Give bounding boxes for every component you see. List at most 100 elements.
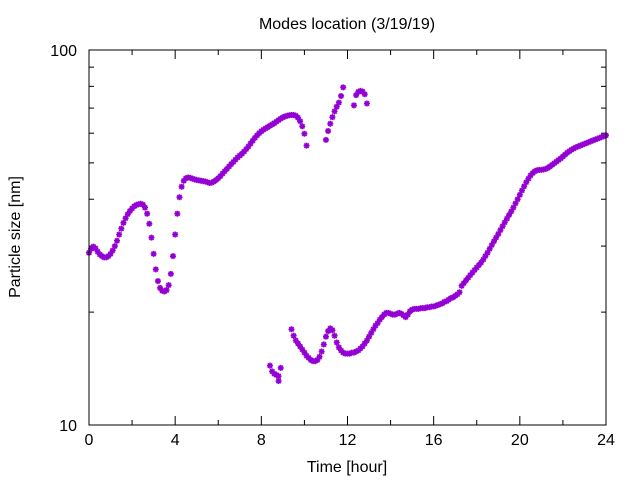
data-point <box>590 137 597 144</box>
data-point <box>394 310 401 317</box>
data-point <box>148 234 155 241</box>
data-point <box>521 183 528 190</box>
data-point <box>146 220 153 227</box>
data-point <box>144 210 151 217</box>
data-point <box>361 91 368 98</box>
data-point <box>275 373 282 380</box>
data-point <box>335 344 342 351</box>
plot-frame <box>88 49 607 426</box>
data-point <box>170 253 177 260</box>
data-point <box>462 277 469 284</box>
x-tick-label: 0 <box>85 432 94 449</box>
data-point <box>488 241 495 248</box>
data-point <box>294 340 301 347</box>
data-point <box>137 200 144 207</box>
data-point <box>475 262 482 269</box>
data-point <box>376 316 383 323</box>
data-point <box>126 208 133 215</box>
data-point <box>322 333 329 340</box>
data-point <box>368 329 375 336</box>
data-point <box>482 253 489 260</box>
data-point <box>243 146 250 153</box>
data-point <box>469 269 476 276</box>
data-point <box>361 340 368 347</box>
data-point <box>288 326 295 333</box>
data-point <box>512 200 519 207</box>
x-tick-label: 4 <box>171 432 180 449</box>
data-point <box>122 215 129 222</box>
data-point <box>525 175 532 182</box>
data-point <box>579 141 586 148</box>
data-point <box>350 102 357 109</box>
data-point <box>592 136 599 143</box>
data-point <box>329 327 336 334</box>
data-point <box>460 280 467 287</box>
data-point <box>318 348 325 355</box>
data-point <box>221 168 228 175</box>
axes: 0 4 8 12 16 20 24 10 100 <box>50 43 615 449</box>
y-axis-label: Particle size [nm] <box>7 176 24 298</box>
data-point <box>577 142 584 149</box>
data-point <box>230 158 237 165</box>
y-tick-label: 10 <box>59 418 77 435</box>
data-point <box>542 165 549 172</box>
data-point <box>111 243 118 250</box>
data-point <box>266 362 273 369</box>
data-point <box>226 163 233 170</box>
data-point <box>333 339 340 346</box>
data-point <box>297 118 304 125</box>
data-point <box>387 310 394 317</box>
data-point <box>133 202 140 209</box>
data-point <box>331 332 338 339</box>
data-point <box>465 274 472 281</box>
data-point <box>269 368 276 375</box>
data-point <box>471 267 478 274</box>
data-point <box>301 130 308 137</box>
data-point <box>116 231 123 238</box>
data-point <box>340 84 347 91</box>
data-point <box>338 92 345 99</box>
data-point <box>142 204 149 211</box>
data-point <box>331 108 338 115</box>
data-point <box>314 357 321 364</box>
data-point <box>583 139 590 146</box>
data-point <box>409 306 416 313</box>
data-point <box>587 138 594 145</box>
data-point <box>370 326 377 333</box>
data-point <box>480 256 487 263</box>
data-point <box>120 219 127 226</box>
data-point <box>359 343 366 350</box>
data-point <box>501 219 508 226</box>
data-point <box>152 266 159 273</box>
data-point <box>385 309 392 316</box>
x-axis-label: Time [hour] <box>307 459 387 476</box>
data-point <box>320 341 327 348</box>
data-point <box>523 179 530 186</box>
data-point <box>299 123 306 130</box>
data-point <box>107 250 114 257</box>
data-point <box>176 194 183 201</box>
data-point <box>335 99 342 106</box>
data-point <box>303 142 310 149</box>
data-point <box>516 191 523 198</box>
data-point <box>585 139 592 146</box>
data-point <box>353 92 360 99</box>
data-point <box>150 250 157 257</box>
data-point <box>467 272 474 279</box>
data-point <box>114 237 121 244</box>
data-point <box>473 264 480 271</box>
data-point <box>178 183 185 190</box>
data-point <box>247 140 254 147</box>
data-point <box>299 346 306 353</box>
chart-title: Modes location (3/19/19) <box>259 16 435 33</box>
data-point <box>572 144 579 151</box>
data-point <box>581 140 588 147</box>
x-tick-label: 12 <box>339 432 357 449</box>
x-tick-label: 20 <box>511 432 529 449</box>
data-point <box>518 187 525 194</box>
data-point <box>165 282 172 289</box>
data-points <box>86 84 609 385</box>
data-point <box>497 227 504 234</box>
data-point <box>163 287 170 294</box>
